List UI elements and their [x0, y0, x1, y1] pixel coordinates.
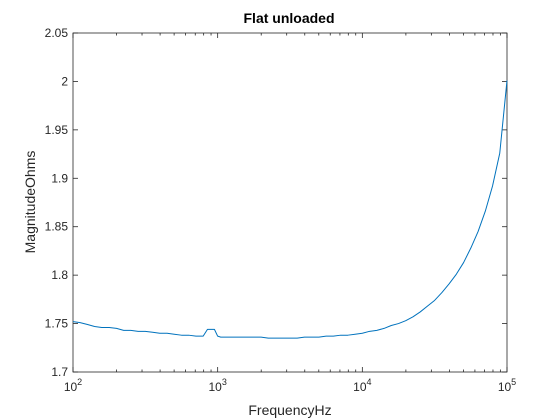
x-tick-label: 105 [498, 377, 516, 394]
x-tick-label: 102 [64, 377, 82, 394]
chart-title: Flat unloaded [244, 10, 335, 26]
x-tick-base: 10 [353, 380, 367, 394]
x-tick-exponent: 4 [367, 377, 372, 387]
y-axis-label: MagnitudeOhms [22, 151, 38, 254]
axes-box [72, 32, 508, 373]
x-axis-label: FrequencyHz [248, 402, 331, 418]
plot-layer [72, 80, 508, 339]
y-tick-label: 1.95 [45, 123, 69, 137]
y-tick-label: 1.85 [45, 220, 69, 234]
x-tick-base: 10 [64, 380, 78, 394]
x-tick-exponent: 2 [77, 377, 82, 387]
series-line [72, 80, 508, 339]
x-tick-base: 10 [208, 380, 222, 394]
y-tick-label: 2.05 [45, 26, 69, 40]
x-tick-label: 103 [208, 377, 226, 394]
x-tick-label: 104 [353, 377, 371, 394]
y-tick-label: 1.75 [45, 317, 69, 331]
y-tick-label: 1.9 [51, 171, 68, 185]
x-tick-exponent: 5 [511, 377, 516, 387]
x-tick-exponent: 3 [222, 377, 227, 387]
x-tick-base: 10 [498, 380, 512, 394]
y-tick-label: 1.8 [51, 268, 68, 282]
y-tick-label: 2 [61, 74, 68, 88]
y-tick-label: 1.7 [51, 365, 68, 379]
